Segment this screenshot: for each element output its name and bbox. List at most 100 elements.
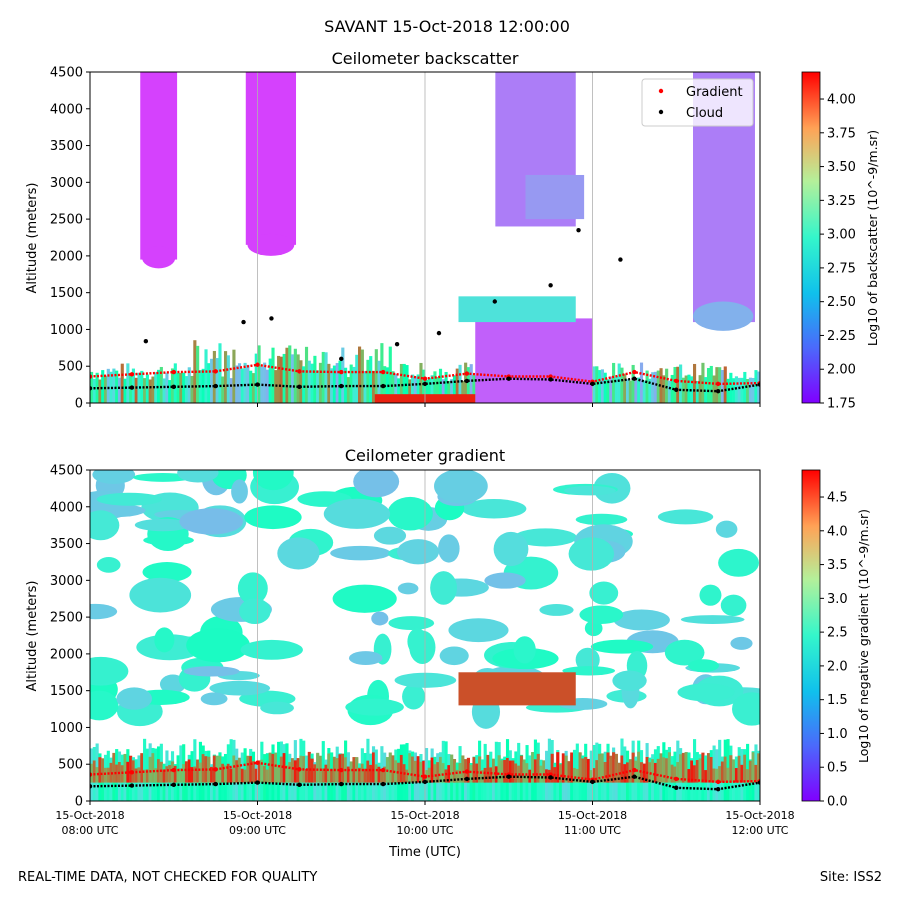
- gradient-patch: [388, 616, 435, 631]
- gradient-patch: [186, 628, 250, 663]
- strong-gradient-cell: [363, 768, 367, 783]
- boundary-layer-cell: [103, 375, 108, 403]
- colorbar-tick-label: 2.0: [827, 659, 848, 674]
- gradient-patch: [240, 639, 303, 660]
- backscatter-colorbar: [801, 71, 821, 404]
- y-tick-label: 1000: [50, 721, 83, 736]
- cloud-point: [674, 785, 679, 790]
- y-tick-label: 2500: [50, 213, 83, 228]
- strong-gradient-cell: [168, 765, 172, 783]
- strong-gradient-cell: [550, 753, 554, 783]
- boundary-layer-cell: [173, 363, 177, 403]
- colorbar-tick-label: 3.25: [827, 194, 856, 209]
- cloud-point: [269, 316, 274, 321]
- gradient-patch: [731, 692, 760, 726]
- strong-gradient-cell: [271, 753, 275, 783]
- boundary-layer-cell: [430, 375, 434, 403]
- strong-gradient-cell: [500, 760, 504, 783]
- strong-gradient-cell: [176, 768, 180, 783]
- boundary-layer-cell: [377, 360, 381, 403]
- strong-gradient-cell: [182, 764, 186, 783]
- cloud-point: [129, 385, 135, 390]
- cloud-point: [464, 776, 470, 782]
- boundary-layer-cell: [221, 376, 225, 403]
- boundary-layer-cell: [187, 367, 191, 403]
- gradient-patch: [90, 510, 120, 541]
- gradient-patch: [730, 636, 753, 650]
- y-tick-label: 4000: [50, 500, 83, 515]
- gradient-patch: [132, 472, 193, 482]
- strong-gradient-cell: [240, 768, 244, 783]
- boundary-layer-cell: [469, 364, 473, 403]
- strong-gradient-cell: [656, 758, 660, 783]
- cloud-point: [548, 377, 553, 382]
- strong-gradient-cell: [243, 769, 247, 783]
- cloud-point: [576, 227, 581, 233]
- strong-gradient-cell: [545, 769, 549, 783]
- gradient-patch: [260, 701, 294, 715]
- gradient-y-ticks: 0 500 1000 1500 2000 2500 3000 3500 4000 4500: [50, 464, 90, 810]
- strong-gradient-cell: [578, 752, 582, 783]
- strong-gradient-cell: [282, 753, 286, 783]
- legend-cloud-label: Cloud: [686, 106, 723, 121]
- y-tick-label: 2000: [50, 249, 83, 264]
- strong-gradient-cell: [450, 754, 454, 783]
- strong-gradient-cell: [598, 753, 602, 783]
- gradient-patch: [579, 605, 624, 624]
- boundary-layer-cell: [302, 366, 306, 403]
- strong-gradient-cell: [715, 768, 719, 783]
- boundary-layer-cell: [600, 369, 605, 403]
- strong-gradient-cell: [575, 768, 579, 783]
- strong-gradient-cell: [277, 764, 281, 783]
- boundary-layer-cell: [706, 367, 711, 403]
- boundary-layer-cell: [623, 373, 627, 403]
- strong-gradient-cell: [229, 768, 233, 783]
- boundary-layer-cell: [358, 346, 362, 403]
- boundary-layer-cell: [472, 375, 476, 403]
- boundary-layer-cell: [176, 372, 180, 403]
- boundary-layer-cell: [662, 375, 666, 403]
- gradient-patch: [348, 651, 383, 666]
- strong-gradient-cell: [324, 764, 328, 783]
- boundary-layer-cell: [296, 354, 300, 403]
- colorbar-tick-label: 4.0: [827, 524, 848, 539]
- strong-gradient-cell: [734, 768, 739, 783]
- gradient-patch: [493, 531, 529, 567]
- strong-gradient-cell: [288, 762, 292, 783]
- strong-gradient-cell: [285, 765, 289, 783]
- strong-gradient-cell: [637, 751, 641, 783]
- strong-gradient-cell: [519, 755, 524, 783]
- gradient-patch: [244, 505, 302, 530]
- boundary-layer-cell: [659, 368, 663, 403]
- boundary-layer-cell: [224, 351, 228, 403]
- boundary-layer-cell: [349, 364, 353, 403]
- strong-gradient-cell: [441, 763, 445, 783]
- colorbar-tick-label: 1.5: [827, 693, 848, 708]
- strong-gradient-cell: [522, 759, 526, 783]
- y-tick-label: 1500: [50, 684, 83, 699]
- backscatter-y-ticks: 0 500 1000 1500 2000 2500 3000 3500 4000 4500: [50, 66, 90, 412]
- plume-cell: [245, 72, 297, 245]
- gradient-point: [297, 369, 302, 374]
- boundary-layer-cell: [134, 377, 138, 403]
- boundary-layer-cell: [464, 362, 468, 403]
- gradient-patch: [373, 526, 407, 545]
- gradient-point: [422, 376, 428, 381]
- strong-gradient-cell: [595, 760, 599, 783]
- cloud-point: [394, 341, 400, 347]
- boundary-layer-cell: [444, 371, 448, 403]
- boundary-layer-cell: [740, 377, 744, 403]
- boundary-layer-cell: [419, 362, 423, 403]
- strong-gradient-cell: [369, 764, 373, 783]
- boundary-layer-cell: [157, 369, 161, 403]
- boundary-layer-cell: [363, 371, 367, 403]
- legend-cloud-marker: [658, 109, 664, 115]
- cloud-point: [464, 378, 470, 384]
- cloud-point: [339, 781, 344, 787]
- strong-gradient-cell: [662, 757, 666, 783]
- gradient-patch: [209, 680, 271, 696]
- legend: Gradient Cloud: [641, 78, 754, 127]
- strong-gradient-cell: [667, 752, 672, 783]
- strong-gradient-cell: [505, 757, 510, 783]
- gradient-patch: [231, 479, 248, 504]
